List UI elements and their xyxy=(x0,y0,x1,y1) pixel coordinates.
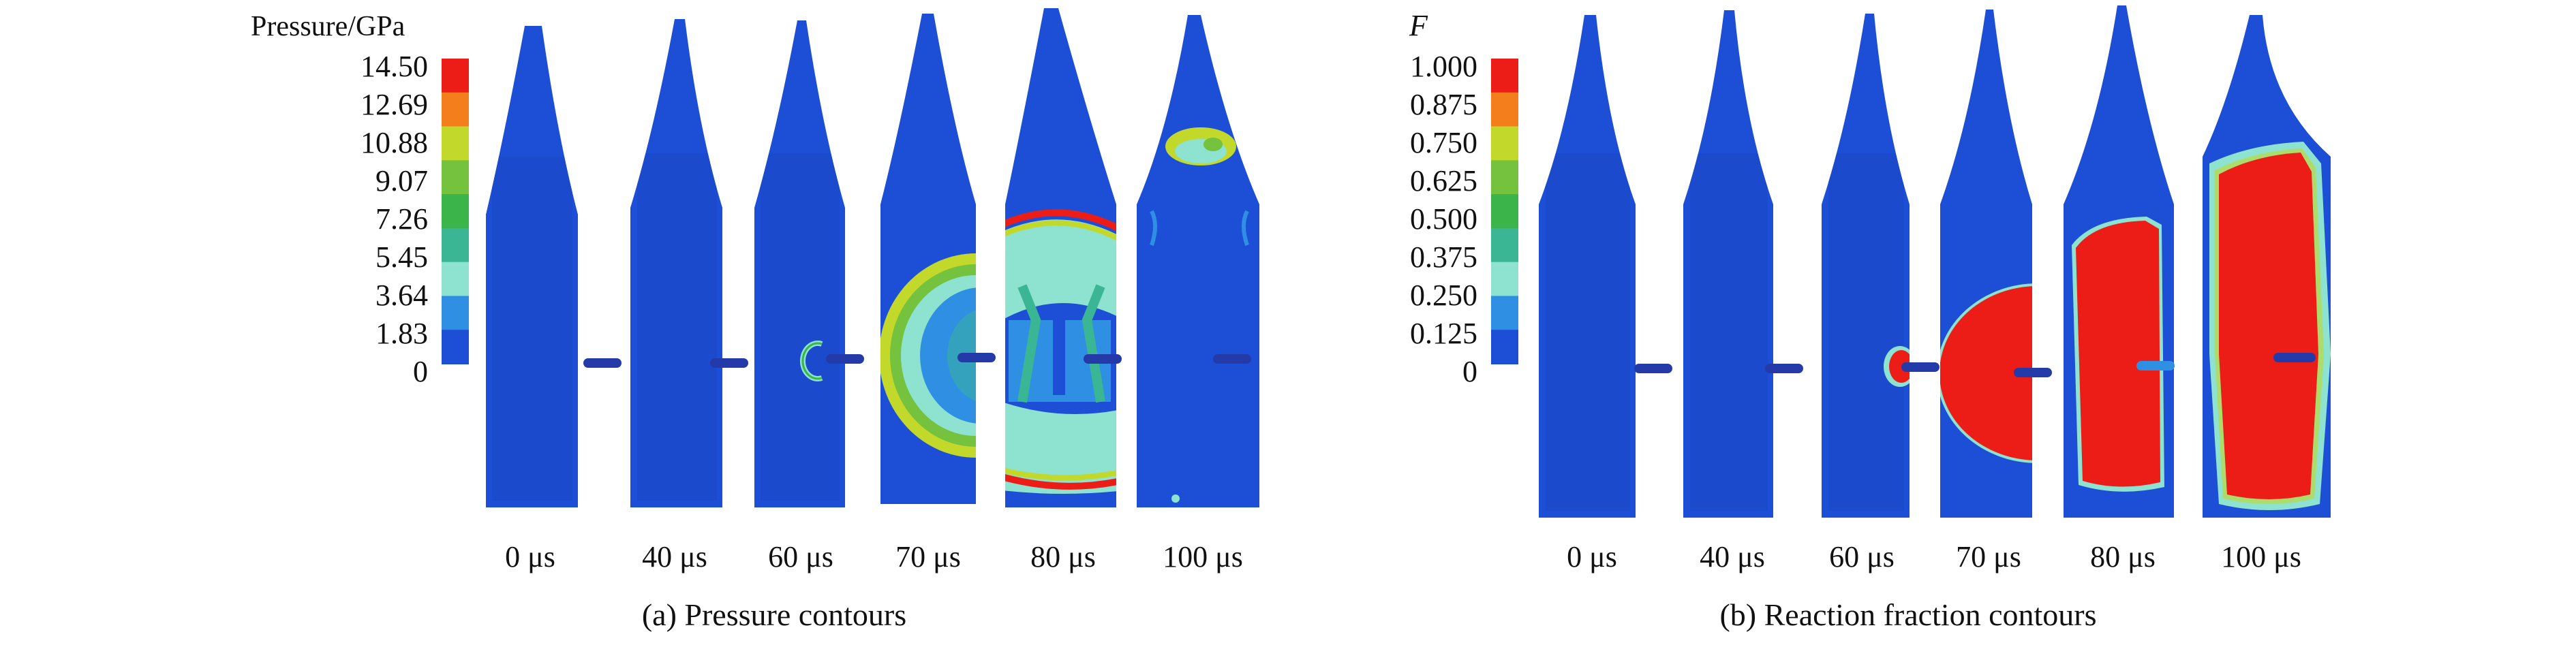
time-label-0: 0 μs xyxy=(1567,540,1617,573)
impactor-rod xyxy=(957,353,996,362)
legend-swatch xyxy=(442,92,469,127)
impactor-rod xyxy=(1765,364,1803,373)
reaction-legend: F 1.000 0.875 0.750 0.625 0.500 0.375 0.250 0.1… xyxy=(1409,9,1518,388)
time-label-70: 70 μs xyxy=(895,540,961,573)
pressure-body-80us xyxy=(1005,8,1122,507)
pressure-body-70us xyxy=(880,14,996,504)
time-label-0: 0 μs xyxy=(505,540,555,573)
lower-reflected-wave xyxy=(1005,402,1116,494)
legend-tick-label: 12.69 xyxy=(361,88,428,121)
legend-swatch xyxy=(1491,92,1518,127)
reaction-body-70us xyxy=(1940,10,2052,518)
projectile-body xyxy=(1137,15,1259,507)
legend-swatch xyxy=(442,330,469,364)
legend-swatch xyxy=(442,262,469,297)
legend-swatch xyxy=(1491,262,1518,297)
time-label-60: 60 μs xyxy=(768,540,833,573)
legend-swatch xyxy=(1491,160,1518,195)
legend-swatch xyxy=(1491,296,1518,331)
reaction-legend-labels: 1.000 0.875 0.750 0.625 0.500 0.375 0.250 0.125… xyxy=(1410,50,1477,388)
reaction-color-bar xyxy=(1491,59,1518,364)
time-label-60: 60 μs xyxy=(1829,540,1895,573)
time-label-40: 40 μs xyxy=(1700,540,1765,573)
legend-tick-label: 1.83 xyxy=(375,317,428,350)
legend-tick-label: 0.625 xyxy=(1410,164,1477,198)
impactor-rod xyxy=(1634,364,1672,373)
impactor-rod xyxy=(2014,368,2052,377)
reaction-body-60us xyxy=(1822,14,1939,518)
legend-tick-label: 0 xyxy=(1462,355,1477,388)
impactor-rod xyxy=(583,358,622,368)
legend-swatch xyxy=(442,126,469,161)
legend-tick-label: 3.64 xyxy=(375,279,428,312)
legend-swatch xyxy=(1491,227,1518,263)
legend-swatch xyxy=(442,160,469,195)
legend-tick-label: 0 xyxy=(413,355,428,388)
pressure-body-100us xyxy=(1137,15,1259,507)
pressure-color-bar xyxy=(442,59,469,364)
impactor-rod xyxy=(2273,353,2316,362)
legend-tick-label: 0.250 xyxy=(1410,279,1477,312)
pressure-body-60us xyxy=(754,20,864,507)
legend-tick-label: 1.000 xyxy=(1410,50,1477,83)
reaction-caption: (b) Reaction fraction contours xyxy=(1719,597,2096,632)
legend-swatch xyxy=(1491,126,1518,161)
reaction-body-40us xyxy=(1683,10,1803,518)
legend-tick-label: 5.45 xyxy=(375,240,428,274)
legend-tick-label: 0.875 xyxy=(1410,88,1477,121)
impactor-rod xyxy=(1084,354,1122,364)
legend-swatch xyxy=(1491,194,1518,229)
legend-tick-label: 0.750 xyxy=(1410,126,1477,159)
impactor-rod xyxy=(1213,354,1251,364)
time-label-80: 80 μs xyxy=(1030,540,1096,573)
legend-swatch xyxy=(442,194,469,229)
impactor-rod xyxy=(710,358,748,368)
legend-swatch xyxy=(442,59,469,93)
time-label-40: 40 μs xyxy=(642,540,707,573)
time-label-100: 100 μs xyxy=(1163,540,1243,573)
pressure-body-40us xyxy=(630,19,748,507)
legend-swatch xyxy=(442,227,469,263)
legend-swatch xyxy=(442,296,469,331)
time-label-70: 70 μs xyxy=(1956,540,2021,573)
reaction-body-100us xyxy=(2203,15,2331,518)
time-label-80: 80 μs xyxy=(2090,540,2156,573)
pressure-body-0us xyxy=(486,26,622,507)
legend-tick-label: 0.500 xyxy=(1410,202,1477,236)
pressure-time-labels: 0 μs 40 μs 60 μs 70 μs 80 μs 100 μs xyxy=(505,540,1243,573)
inner-region xyxy=(761,153,840,501)
legend-tick-label: 0.375 xyxy=(1410,240,1477,274)
pressure-legend-title: Pressure/GPa xyxy=(251,11,405,42)
legend-swatch xyxy=(1491,330,1518,364)
inner-region xyxy=(637,153,717,501)
legend-tick-label: 0.125 xyxy=(1410,317,1477,350)
pressure-legend: Pressure/GPa 14.50 12.69 10.88 9.07 7.26 5.45… xyxy=(251,11,469,388)
inner-region xyxy=(492,157,572,501)
legend-swatch xyxy=(1491,59,1518,93)
reaction-time-labels: 0 μs 40 μs 60 μs 70 μs 80 μs 100 μs xyxy=(1567,540,2301,573)
legend-tick-label: 10.88 xyxy=(361,126,428,159)
reaction-body-80us xyxy=(2064,5,2175,518)
time-label-100: 100 μs xyxy=(2221,540,2301,573)
legend-tick-label: 9.07 xyxy=(375,164,428,198)
pressure-caption: (a) Pressure contours xyxy=(642,597,906,632)
legend-tick-label: 14.50 xyxy=(361,50,428,83)
reaction-legend-title: F xyxy=(1409,9,1428,42)
reaction-body-0us xyxy=(1539,15,1672,518)
pressure-front-inner xyxy=(920,287,976,424)
impactor-rod xyxy=(1901,362,1939,372)
pressure-legend-labels: 14.50 12.69 10.88 9.07 7.26 5.45 3.64 1.83 0 xyxy=(361,50,428,388)
legend-tick-label: 7.26 xyxy=(375,202,428,236)
impactor-rod xyxy=(2136,361,2175,371)
impactor-rod xyxy=(826,354,864,364)
